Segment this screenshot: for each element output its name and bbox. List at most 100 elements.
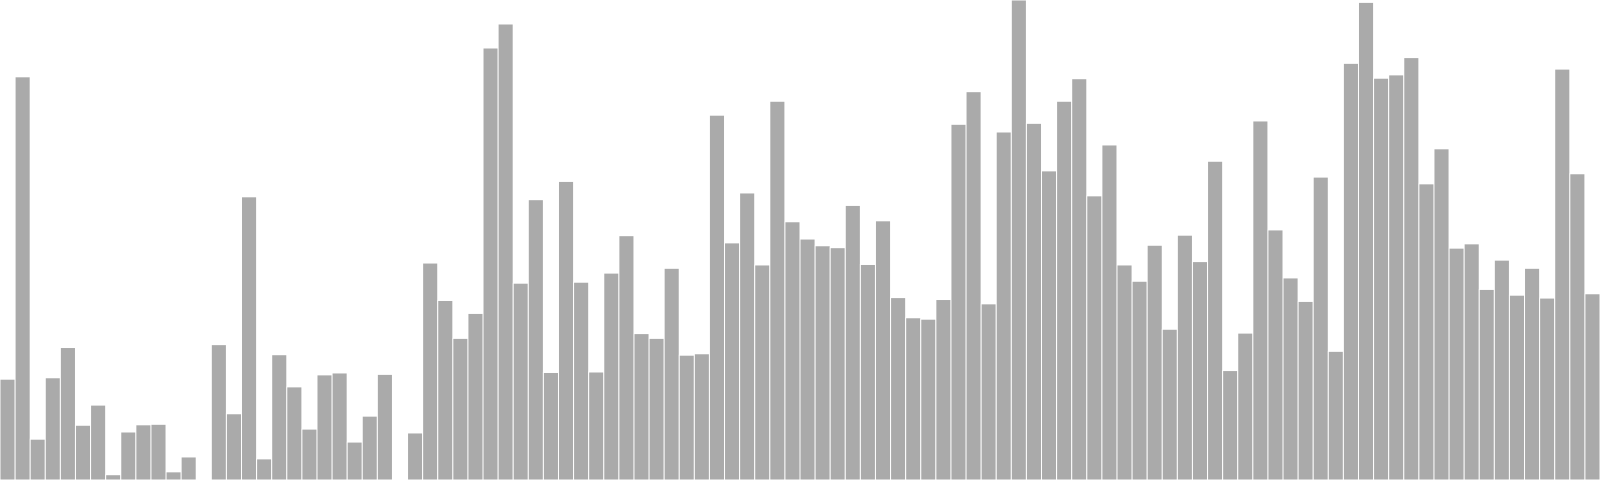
bar-11: [150, 423, 167, 480]
bar-37: [542, 371, 559, 480]
bar-84: [1252, 120, 1269, 480]
bar-97: [1448, 247, 1465, 480]
bar-42: [618, 235, 635, 480]
bar-23: [331, 372, 348, 480]
bar-55: [814, 245, 831, 480]
bar-67: [995, 131, 1012, 480]
bar-99: [1478, 288, 1495, 480]
bar-74: [1101, 144, 1118, 480]
bar-92: [1373, 77, 1390, 480]
bar-80: [1191, 261, 1209, 480]
bar-83: [1237, 332, 1254, 480]
bar-104: [1554, 68, 1571, 480]
bar-68: [1010, 0, 1027, 480]
bar-44: [648, 337, 665, 480]
bar-6: [74, 424, 92, 480]
bar-15: [210, 344, 227, 480]
bar-58: [859, 263, 876, 480]
bar-79: [1176, 234, 1193, 480]
bar-41: [603, 272, 620, 480]
bar-2: [14, 76, 31, 480]
bar-13: [180, 456, 197, 480]
bar-16: [225, 413, 243, 480]
bar-12: [165, 471, 182, 480]
bar-62: [920, 318, 937, 480]
bar-90: [1342, 62, 1359, 480]
bar-54: [799, 238, 816, 480]
bar-26: [376, 373, 393, 480]
bar-73: [1086, 195, 1103, 480]
bar-101: [1508, 294, 1526, 480]
bar-30: [437, 299, 454, 480]
bar-98: [1463, 243, 1480, 480]
bar-56: [829, 247, 846, 480]
bar-34: [497, 23, 514, 480]
bar-19: [271, 354, 288, 480]
bar-66: [980, 303, 997, 480]
bar-17: [241, 196, 258, 480]
bar-65: [965, 91, 982, 480]
bar-102: [1524, 267, 1541, 480]
bar-50: [739, 192, 756, 480]
bar-36: [527, 199, 544, 480]
bar-63: [935, 299, 952, 480]
bar-64: [950, 123, 967, 480]
bar-75: [1116, 264, 1133, 480]
bar-81: [1207, 160, 1224, 480]
bar-20: [286, 386, 303, 480]
bar-4: [44, 377, 61, 480]
bar-61: [905, 317, 922, 480]
bar-3: [29, 438, 46, 480]
bar-94: [1403, 57, 1420, 480]
bar-105: [1569, 173, 1586, 480]
bar-86: [1282, 277, 1299, 480]
bar-48: [708, 114, 726, 480]
bar-51: [754, 264, 771, 480]
bar-9: [120, 431, 137, 480]
bar-53: [784, 221, 801, 480]
bar-21: [301, 428, 318, 480]
bar-70: [1041, 170, 1058, 480]
bar-49: [724, 242, 741, 480]
bar-38: [557, 180, 575, 480]
bar-100: [1493, 259, 1510, 480]
bar-95: [1418, 183, 1435, 480]
bar-60: [890, 297, 907, 480]
bar-39: [573, 281, 590, 480]
bar-106: [1584, 293, 1600, 480]
bar-72: [1071, 78, 1088, 480]
bar-33: [482, 47, 499, 480]
bar-59: [874, 220, 892, 480]
bar-87: [1297, 300, 1314, 480]
bar-85: [1267, 229, 1284, 480]
bar-82: [1222, 370, 1239, 480]
bar-57: [844, 204, 861, 480]
bar-35: [512, 282, 529, 480]
bar-1: [0, 378, 16, 480]
bar-18: [256, 458, 273, 480]
bar-46: [678, 354, 695, 480]
bar-28: [407, 432, 424, 480]
bar-69: [1025, 122, 1043, 480]
bar-25: [361, 415, 378, 480]
bar-40: [588, 371, 605, 480]
bar-77: [1146, 244, 1163, 480]
bar-7: [90, 404, 107, 480]
bar-8: [105, 474, 122, 480]
bar-10: [135, 424, 152, 480]
bar-91: [1357, 1, 1375, 480]
bar-31: [452, 337, 469, 480]
bar-45: [663, 267, 680, 480]
bar-88: [1312, 176, 1329, 480]
bar-78: [1161, 328, 1178, 480]
bar-22: [316, 374, 333, 480]
bar-47: [693, 353, 710, 480]
bar-93: [1388, 74, 1405, 480]
bar-32: [467, 312, 484, 480]
bar-43: [633, 333, 650, 480]
bar-71: [1056, 100, 1073, 480]
bar-52: [769, 100, 786, 480]
bar-24: [346, 441, 363, 480]
